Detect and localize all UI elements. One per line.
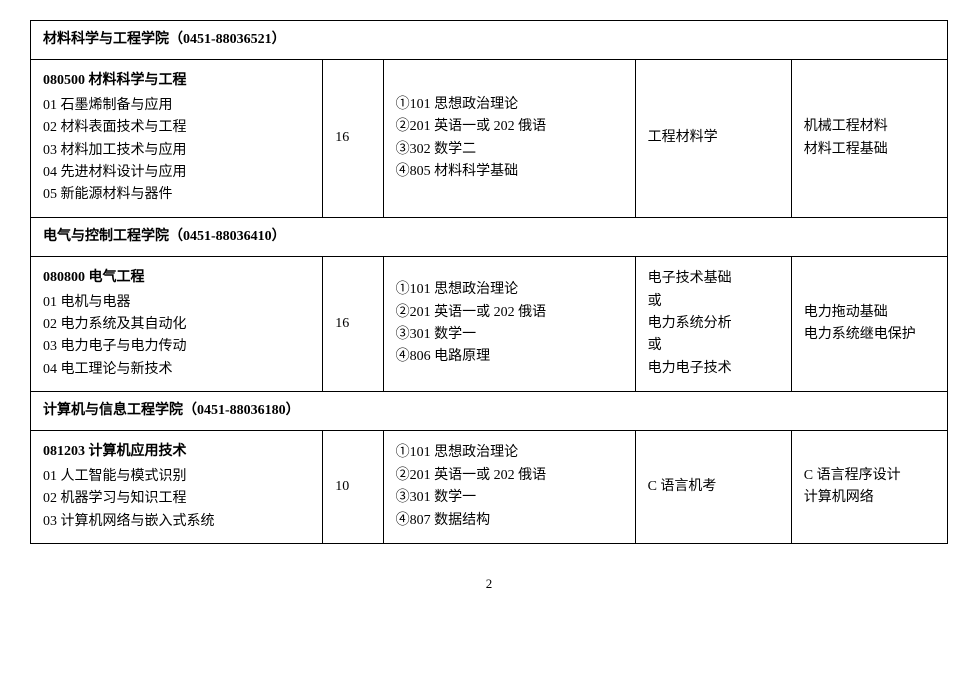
exams-cell: ①101 思想政治理论②201 英语一或 202 俄语③302 数学二④805 … (383, 60, 635, 217)
retest-cell: 工程材料学 (635, 60, 791, 217)
direction-item: 03 电力电子与电力传动 (43, 336, 310, 358)
program-row: 081203 计算机应用技术 01 人工智能与模式识别02 机器学习与知识工程03… (31, 431, 948, 544)
exam-item: ④805 材料科学基础 (396, 161, 623, 183)
reference-item: 机械工程材料 (804, 116, 935, 138)
section-header: 计算机与信息工程学院（0451-88036180） (31, 392, 948, 431)
direction-item: 02 材料表面技术与工程 (43, 117, 310, 139)
exam-item: ②201 英语一或 202 俄语 (396, 465, 623, 487)
retest-item: 电子技术基础 (648, 268, 779, 290)
retest-cell: 电子技术基础或电力系统分析或电力电子技术 (635, 257, 791, 392)
direction-item: 01 石墨烯制备与应用 (43, 95, 310, 117)
direction-item: 04 电工理论与新技术 (43, 359, 310, 381)
exam-item: ②201 英语一或 202 俄语 (396, 116, 623, 138)
direction-item: 02 电力系统及其自动化 (43, 314, 310, 336)
exam-item: ④807 数据结构 (396, 510, 623, 532)
program-row: 080500 材料科学与工程 01 石墨烯制备与应用02 材料表面技术与工程03 … (31, 60, 948, 217)
direction-item: 03 材料加工技术与应用 (43, 140, 310, 162)
direction-item: 05 新能源材料与器件 (43, 184, 310, 206)
retest-item: 或 (648, 335, 779, 357)
programs-table: 材料科学与工程学院（0451-88036521） 080500 材料科学与工程 01… (30, 20, 948, 544)
reference-item: 电力系统继电保护 (804, 324, 935, 346)
direction-list: 01 人工智能与模式识别02 机器学习与知识工程03 计算机网络与嵌入式系统 (43, 466, 310, 533)
reference-item: C 语言程序设计 (804, 465, 935, 487)
quota-cell: 10 (323, 431, 383, 544)
direction-item: 01 电机与电器 (43, 292, 310, 314)
quota-cell: 16 (323, 257, 383, 392)
retest-cell: C 语言机考 (635, 431, 791, 544)
exam-item: ④806 电路原理 (396, 346, 623, 368)
program-code-name: 080800 电气工程 (43, 267, 310, 289)
exam-item: ②201 英语一或 202 俄语 (396, 302, 623, 324)
direction-list: 01 电机与电器02 电力系统及其自动化03 电力电子与电力传动04 电工理论与… (43, 292, 310, 382)
direction-item: 02 机器学习与知识工程 (43, 488, 310, 510)
exam-item: ①101 思想政治理论 (396, 442, 623, 464)
quota-cell: 16 (323, 60, 383, 217)
exam-item: ①101 思想政治理论 (396, 94, 623, 116)
retest-item: C 语言机考 (648, 479, 717, 494)
reference-cell: C 语言程序设计计算机网络 (791, 431, 947, 544)
exams-cell: ①101 思想政治理论②201 英语一或 202 俄语③301 数学一④806 … (383, 257, 635, 392)
direction-item: 01 人工智能与模式识别 (43, 466, 310, 488)
program-code-name: 080500 材料科学与工程 (43, 70, 310, 92)
direction-item: 03 计算机网络与嵌入式系统 (43, 511, 310, 533)
direction-item: 04 先进材料设计与应用 (43, 162, 310, 184)
page-number: 2 (30, 574, 948, 595)
section-header-row: 材料科学与工程学院（0451-88036521） (31, 21, 948, 60)
section-header-row: 计算机与信息工程学院（0451-88036180） (31, 392, 948, 431)
retest-item: 电力电子技术 (648, 358, 779, 380)
program-directions-cell: 080500 材料科学与工程 01 石墨烯制备与应用02 材料表面技术与工程03 … (31, 60, 323, 217)
exam-item: ③302 数学二 (396, 139, 623, 161)
reference-cell: 机械工程材料材料工程基础 (791, 60, 947, 217)
section-header: 电气与控制工程学院（0451-88036410） (31, 217, 948, 256)
reference-item: 计算机网络 (804, 487, 935, 509)
retest-item: 或 (648, 291, 779, 313)
retest-item: 电力系统分析 (648, 313, 779, 335)
exams-cell: ①101 思想政治理论②201 英语一或 202 俄语③301 数学一④807 … (383, 431, 635, 544)
program-directions-cell: 080800 电气工程 01 电机与电器02 电力系统及其自动化03 电力电子与电… (31, 257, 323, 392)
section-header: 材料科学与工程学院（0451-88036521） (31, 21, 948, 60)
direction-list: 01 石墨烯制备与应用02 材料表面技术与工程03 材料加工技术与应用04 先进… (43, 95, 310, 207)
retest-item: 工程材料学 (648, 130, 718, 145)
exam-item: ③301 数学一 (396, 487, 623, 509)
reference-cell: 电力拖动基础电力系统继电保护 (791, 257, 947, 392)
program-code-name: 081203 计算机应用技术 (43, 441, 310, 463)
program-row: 080800 电气工程 01 电机与电器02 电力系统及其自动化03 电力电子与电… (31, 257, 948, 392)
section-header-row: 电气与控制工程学院（0451-88036410） (31, 217, 948, 256)
exam-item: ①101 思想政治理论 (396, 279, 623, 301)
program-directions-cell: 081203 计算机应用技术 01 人工智能与模式识别02 机器学习与知识工程03… (31, 431, 323, 544)
exam-item: ③301 数学一 (396, 324, 623, 346)
reference-item: 材料工程基础 (804, 139, 935, 161)
reference-item: 电力拖动基础 (804, 302, 935, 324)
